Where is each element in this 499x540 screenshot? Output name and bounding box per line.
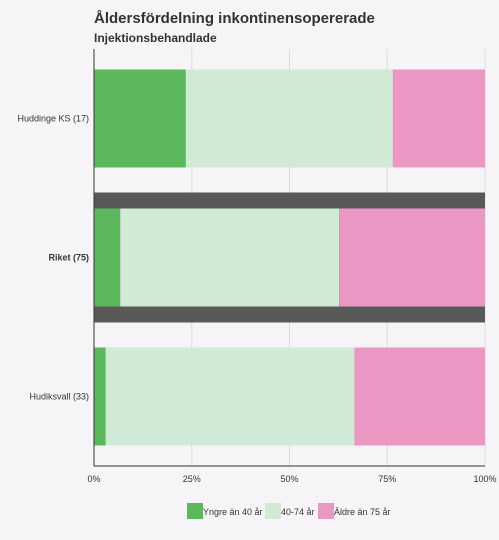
chart-title: Åldersfördelning inkontinensopererade <box>94 10 375 27</box>
bar-segment <box>185 69 393 168</box>
legend-label: 40-74 år <box>281 507 315 517</box>
legend-swatch <box>318 503 334 519</box>
x-tick-label: 75% <box>378 474 396 484</box>
bar-segment <box>94 69 186 168</box>
x-tick-label: 0% <box>87 474 100 484</box>
legend-swatch <box>187 503 203 519</box>
category-label: Hudiksvall (33) <box>29 392 89 402</box>
x-tick-label: 100% <box>473 474 496 484</box>
legend-item: Äldre än 75 år <box>318 503 391 519</box>
legend-label: Yngre än 40 år <box>203 507 263 517</box>
category-label: Huddinge KS (17) <box>17 114 89 124</box>
legend-swatch <box>265 503 281 519</box>
bar-segment <box>339 208 485 307</box>
bar-segment <box>120 208 340 307</box>
bar-segment <box>354 347 485 446</box>
x-tick-label: 50% <box>280 474 298 484</box>
bar-segment <box>94 347 106 446</box>
legend-item: Yngre än 40 år <box>187 503 263 519</box>
bar-segment <box>392 69 485 168</box>
category-label: Riket (75) <box>48 253 89 263</box>
chart-subtitle: Injektionsbehandlade <box>94 31 217 45</box>
legend-label: Äldre än 75 år <box>334 507 391 517</box>
bar-segment <box>94 208 121 307</box>
legend-item: 40-74 år <box>265 503 315 519</box>
x-tick-label: 25% <box>183 474 201 484</box>
bar-segment <box>105 347 355 446</box>
